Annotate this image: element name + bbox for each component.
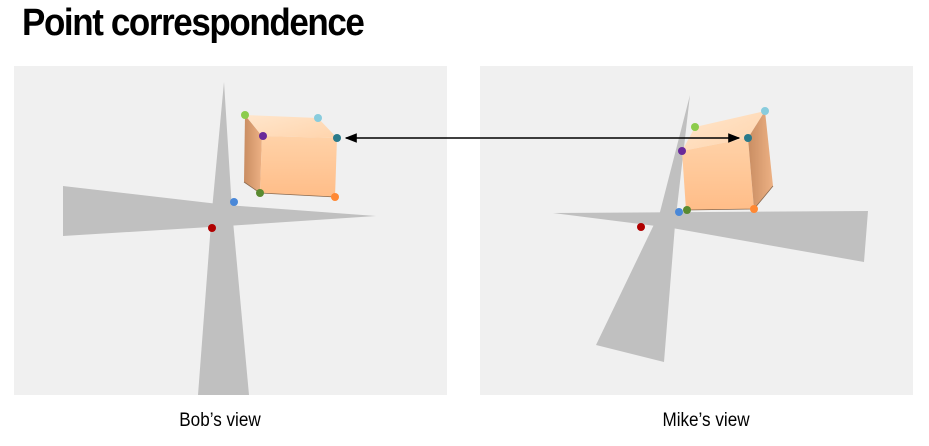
bob-shadow-vertical	[198, 82, 249, 395]
mike-point-purple	[678, 147, 686, 155]
mike-point-green-light	[691, 123, 699, 131]
bob-shadow	[63, 82, 376, 395]
bob-cube	[243, 115, 337, 198]
mike-shadow-diagonal	[596, 95, 690, 362]
mike-point-light-blue	[761, 107, 769, 115]
mike-view-caption: Mike’s view	[662, 410, 750, 431]
bob-point-purple	[259, 132, 267, 140]
bob-point-blue	[230, 198, 238, 206]
mike-cube-side	[748, 111, 773, 209]
mike-cube-front	[682, 138, 754, 210]
mike-point-teal	[744, 134, 752, 142]
bob-point-orange	[331, 193, 339, 201]
bob-point-green-light	[241, 111, 249, 119]
mike-point-green-dark	[683, 206, 691, 214]
bob-cube-front	[260, 136, 337, 197]
bob-point-red	[208, 224, 216, 232]
mike-points	[637, 107, 769, 231]
bob-point-teal	[333, 134, 341, 142]
bob-cube-side	[244, 115, 262, 193]
bob-points	[208, 111, 341, 232]
mike-shadow-horizontal	[553, 211, 868, 262]
mike-shadow	[553, 95, 868, 362]
page-title: Point correspondence	[22, 2, 365, 44]
mike-point-red	[637, 223, 645, 231]
bob-cube-top	[245, 115, 337, 138]
bob-view-caption: Bob’s view	[179, 410, 261, 431]
bob-point-light-blue	[314, 114, 322, 122]
bob-point-green-dark	[256, 189, 264, 197]
mike-point-orange	[750, 205, 758, 213]
mike-cube	[682, 111, 774, 211]
mike-point-blue	[675, 208, 683, 216]
